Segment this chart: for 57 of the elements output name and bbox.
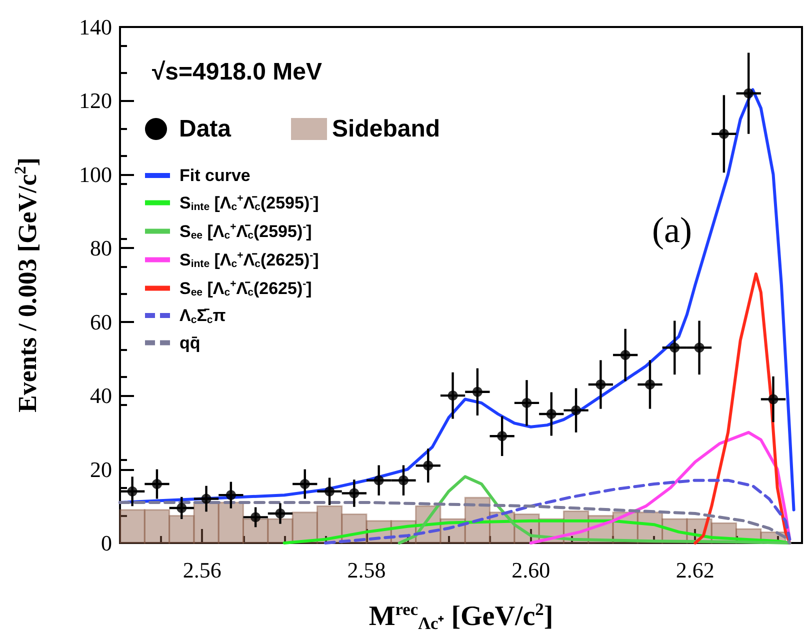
point	[694, 342, 704, 353]
point	[596, 380, 606, 390]
legend-label: Data	[179, 116, 232, 142]
y-tick-label: 80	[90, 236, 112, 261]
point	[127, 486, 138, 496]
point	[497, 431, 508, 442]
point	[152, 479, 162, 490]
point	[398, 475, 408, 486]
x-tick-label: 2.62	[676, 558, 714, 582]
y-tick-label: 20	[90, 456, 112, 482]
y-tick-label: 40	[90, 383, 112, 408]
point	[201, 494, 212, 504]
y-tick-label: 140	[79, 14, 112, 40]
line-series	[398, 475, 792, 544]
bar	[218, 502, 244, 544]
point	[768, 394, 778, 404]
point	[571, 405, 582, 416]
point	[546, 409, 556, 419]
point	[718, 128, 729, 139]
line-series	[118, 500, 792, 544]
y-tick-label: 0	[101, 530, 112, 556]
bar	[267, 518, 294, 544]
x-tick-label: 2.56	[182, 558, 222, 582]
point	[374, 475, 384, 486]
annotation: √s=4918.0 MeV	[152, 58, 322, 86]
x-tick-label: 2.58	[347, 558, 386, 582]
legend-label: Fit curve	[180, 166, 250, 185]
point	[300, 479, 310, 490]
point	[324, 486, 335, 496]
point	[226, 490, 236, 500]
legend-label: Sideband	[332, 116, 440, 142]
point	[645, 380, 655, 390]
point	[250, 512, 261, 522]
legend-label: qq̄	[180, 333, 200, 352]
point	[423, 460, 434, 471]
y-axis-title: Events / 0.003 [GeV/c2]	[12, 157, 42, 413]
bar	[168, 514, 195, 544]
bar	[119, 509, 146, 544]
line-series	[529, 430, 792, 544]
annotation: (a)	[652, 210, 692, 250]
bar	[144, 509, 170, 544]
line-series	[694, 272, 792, 544]
point	[472, 386, 482, 397]
point	[448, 390, 458, 401]
point	[176, 502, 187, 513]
y-tick-label: 60	[90, 309, 112, 334]
point	[522, 398, 532, 408]
point	[670, 342, 680, 353]
point	[744, 88, 754, 98]
y-tick-label: 120	[79, 88, 112, 114]
bar	[193, 502, 220, 544]
point	[275, 508, 286, 519]
x-tick-label: 2.60	[512, 558, 550, 582]
point	[620, 350, 630, 360]
line-series	[324, 478, 792, 544]
point	[349, 488, 360, 498]
y-tick-label: 100	[79, 162, 112, 187]
